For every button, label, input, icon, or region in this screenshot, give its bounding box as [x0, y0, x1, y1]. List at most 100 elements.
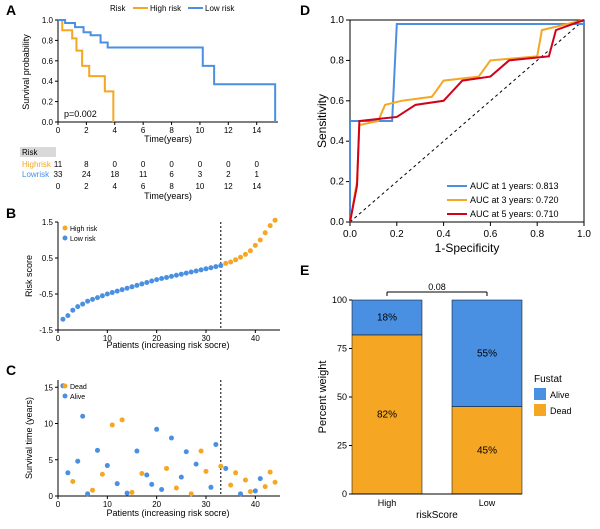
svg-text:82%: 82% [377, 409, 397, 420]
svg-text:55%: 55% [477, 348, 497, 359]
svg-text:40: 40 [251, 334, 260, 343]
km-low-risk [58, 20, 275, 122]
svg-text:100: 100 [332, 295, 347, 305]
panel-c-label: C [6, 362, 16, 378]
svg-text:Low risk: Low risk [205, 4, 235, 13]
km-y-ticks: 0.00.20.40.60.81.0 [42, 16, 58, 127]
b-low-points [60, 263, 223, 322]
svg-text:0.8: 0.8 [530, 229, 544, 240]
svg-text:0: 0 [141, 160, 146, 169]
c-alive-points [60, 383, 262, 496]
svg-text:14: 14 [252, 182, 261, 191]
svg-text:10: 10 [195, 182, 204, 191]
panel-d-label: D [300, 2, 310, 18]
roc-1yr [350, 20, 584, 222]
svg-text:10: 10 [44, 420, 53, 429]
svg-text:3: 3 [198, 170, 203, 179]
svg-text:12: 12 [224, 182, 233, 191]
svg-text:0.5: 0.5 [42, 254, 54, 263]
svg-text:2: 2 [226, 170, 231, 179]
svg-text:Survival time (years): Survival time (years) [24, 397, 34, 479]
svg-text:AUC at 1 years: 0.813: AUC at 1 years: 0.813 [470, 181, 559, 191]
km-legend: Risk High risk Low risk [110, 4, 235, 13]
svg-text:Sensitivity: Sensitivity [315, 94, 329, 148]
panel-b: 010203040-1.5-0.50.51.5 Risk score Patie… [20, 210, 290, 355]
d-legend: AUC at 1 years: 0.813 AUC at 3 years: 0.… [447, 181, 559, 219]
c-dead-points [70, 417, 277, 496]
svg-text:-0.5: -0.5 [39, 290, 53, 299]
svg-text:0.4: 0.4 [330, 136, 344, 147]
svg-text:0.0: 0.0 [42, 118, 54, 127]
svg-text:0.6: 0.6 [483, 229, 497, 240]
svg-text:Percent weight: Percent weight [317, 361, 329, 434]
svg-text:Risk: Risk [22, 148, 39, 157]
svg-text:0.8: 0.8 [330, 55, 344, 66]
c-legend: Dead Alive [63, 384, 87, 402]
svg-text:1: 1 [254, 170, 259, 179]
panel-a-label: A [6, 2, 16, 18]
svg-text:12: 12 [224, 126, 233, 135]
svg-text:0.2: 0.2 [330, 177, 344, 188]
svg-text:High risk: High risk [70, 226, 98, 233]
svg-text:High risk: High risk [150, 4, 182, 13]
svg-text:40: 40 [251, 500, 260, 509]
svg-text:1.5: 1.5 [42, 218, 54, 227]
svg-text:0: 0 [226, 160, 231, 169]
svg-text:1.0: 1.0 [577, 229, 591, 240]
svg-text:Fustat: Fustat [534, 374, 562, 385]
svg-text:1.0: 1.0 [330, 15, 344, 26]
svg-text:Time(years): Time(years) [144, 191, 192, 201]
svg-text:Dead: Dead [550, 406, 572, 416]
svg-text:High: High [378, 498, 397, 508]
svg-text:25: 25 [337, 441, 347, 451]
svg-text:Low risk: Low risk [70, 236, 96, 243]
svg-text:riskScore: riskScore [416, 510, 458, 521]
svg-text:Patients (increasing risk socr: Patients (increasing risk socre) [106, 340, 229, 350]
svg-text:14: 14 [252, 126, 261, 135]
e-bars: 82% 18% 45% 55% [352, 300, 522, 494]
svg-text:0: 0 [113, 160, 118, 169]
svg-text:18: 18 [110, 170, 119, 179]
svg-text:Highrisk: Highrisk [22, 160, 52, 169]
km-axes: 02468101214 0.00.20.40.60.81.0 Survival … [21, 16, 278, 144]
svg-text:0: 0 [49, 492, 54, 501]
svg-text:Risk: Risk [110, 4, 127, 13]
svg-text:1.0: 1.0 [42, 16, 54, 25]
svg-text:Alive: Alive [70, 394, 85, 401]
svg-text:Patients (increasing risk socr: Patients (increasing risk socre) [106, 508, 229, 518]
svg-text:8: 8 [169, 182, 174, 191]
svg-text:4: 4 [113, 126, 118, 135]
svg-text:0: 0 [342, 489, 347, 499]
svg-text:24: 24 [82, 170, 91, 179]
svg-text:11: 11 [139, 170, 148, 179]
svg-text:75: 75 [337, 344, 347, 354]
svg-text:0.2: 0.2 [390, 229, 404, 240]
svg-text:0: 0 [169, 160, 174, 169]
svg-text:4: 4 [113, 182, 118, 191]
svg-text:AUC at 3 years: 0.720: AUC at 3 years: 0.720 [470, 195, 559, 205]
svg-text:Survival probability: Survival probability [21, 34, 31, 110]
svg-text:5: 5 [49, 456, 54, 465]
svg-text:45%: 45% [477, 445, 497, 456]
svg-text:0.8: 0.8 [42, 36, 54, 45]
e-pvalue: 0.08 [428, 282, 446, 292]
panel-a-svg: Risk High risk Low risk 02468101214 0.00… [20, 2, 290, 202]
svg-text:1-Specificity: 1-Specificity [435, 241, 500, 255]
panel-e-label: E [300, 262, 309, 278]
panel-e: 0255075100 Percent weight 0.08 82%18%45%… [312, 272, 596, 524]
svg-text:0: 0 [56, 126, 61, 135]
panel-a: Risk High risk Low risk 02468101214 0.00… [20, 2, 290, 202]
svg-text:11: 11 [54, 160, 63, 169]
svg-text:Low: Low [479, 498, 496, 508]
svg-text:15: 15 [44, 383, 53, 392]
svg-text:6: 6 [169, 170, 174, 179]
svg-text:18%: 18% [377, 312, 397, 323]
svg-text:6: 6 [141, 182, 146, 191]
svg-text:-1.5: -1.5 [39, 326, 53, 335]
svg-text:0: 0 [56, 182, 61, 191]
svg-text:33: 33 [54, 170, 63, 179]
svg-text:2: 2 [84, 182, 89, 191]
svg-text:0.6: 0.6 [42, 57, 54, 66]
svg-text:0.2: 0.2 [42, 98, 54, 107]
panel-c: 010203040051015 Survival time (years) Pa… [20, 368, 290, 523]
